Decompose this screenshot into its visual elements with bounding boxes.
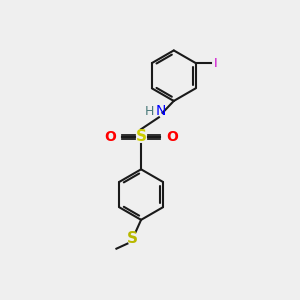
Text: S: S xyxy=(136,129,147,144)
Text: O: O xyxy=(166,130,178,144)
Text: I: I xyxy=(214,57,217,70)
Text: H: H xyxy=(145,105,154,118)
Text: N: N xyxy=(155,104,166,118)
Text: O: O xyxy=(104,130,116,144)
Text: S: S xyxy=(127,231,138,246)
